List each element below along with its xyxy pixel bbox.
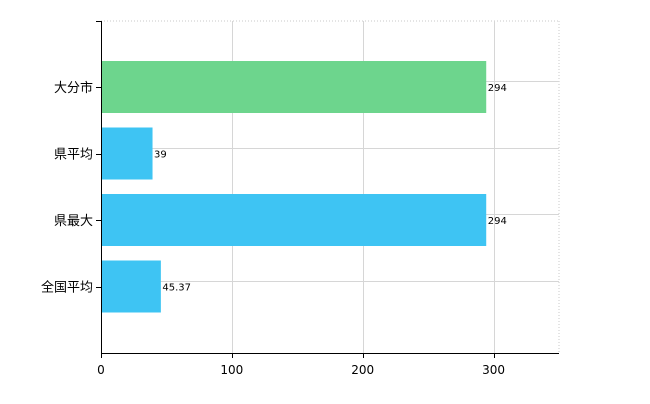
x-tick-label: 300 xyxy=(482,363,505,377)
y-tick-label: 大分市 xyxy=(54,80,93,96)
x-tick-label: 100 xyxy=(220,363,243,377)
bar xyxy=(101,127,153,180)
data-label: 39 xyxy=(154,150,167,161)
y-tick-label: 県最大 xyxy=(54,214,93,229)
bar xyxy=(101,61,487,113)
y-tick-label: 全国平均 xyxy=(41,280,93,296)
x-tick-label: 0 xyxy=(97,363,105,377)
bar xyxy=(101,194,487,246)
data-label: 45.37 xyxy=(162,283,191,294)
data-label: 294 xyxy=(488,216,507,227)
bar xyxy=(101,260,161,313)
y-tick-label: 県平均 xyxy=(54,148,93,163)
x-tick-label: 200 xyxy=(351,363,374,377)
data-label: 294 xyxy=(488,83,507,94)
